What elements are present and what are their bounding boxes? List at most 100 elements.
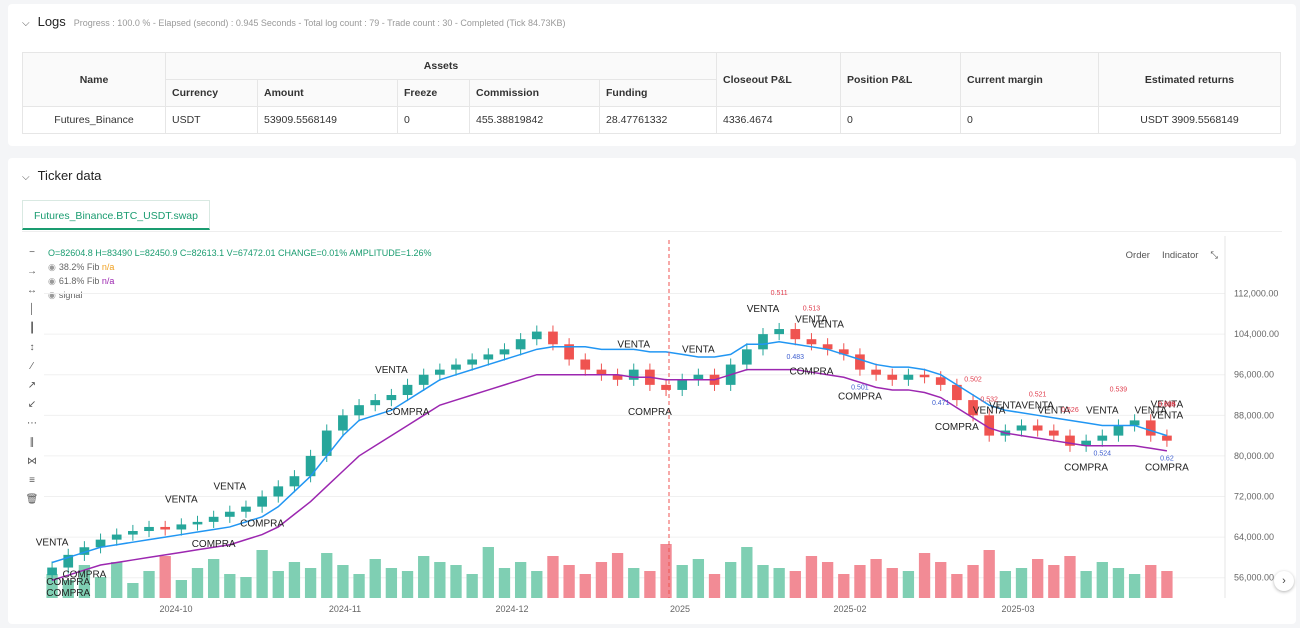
buy-signal-label: COMPRA [62,569,106,580]
candle-body [338,415,348,431]
vertical-arrow-icon[interactable]: ↕ [29,342,35,353]
volume-bar [1032,559,1044,598]
volume-bar [660,544,672,598]
eye-icon[interactable]: ◉ [48,290,56,300]
volume-bar [1128,574,1141,598]
volume-bar [854,565,866,598]
candle-body [838,349,849,355]
eye-icon[interactable]: ◉ [48,276,56,286]
progress-status: Progress : 100.0 % - Elapsed (second) : … [73,18,566,28]
trade-price-mark: 0.511 [771,290,788,297]
candle-body [128,531,138,535]
volume-bar [628,568,640,598]
name-header: Name [22,52,166,107]
ray-line-icon[interactable]: ↗ [27,380,37,391]
candle-body [192,521,203,525]
arrow-line-icon[interactable]: ↔ [27,285,37,296]
vertical-segment-icon[interactable]: ┃ [28,323,36,334]
collapse-caret-icon[interactable]: ⌵ [22,18,30,29]
fullscreen-icon[interactable]: ⤡ [1206,248,1222,263]
eye-icon[interactable]: ◉ [48,262,56,272]
extended-line-icon[interactable]: ↙ [27,399,37,410]
volume-bar [337,565,349,598]
candle-body [370,400,381,406]
volume-bar [240,577,252,598]
buy-signal-label: COMPRA [1064,463,1108,474]
buy-signal-label: COMPRA [628,407,672,418]
horizontal-line-icon[interactable]: − [29,247,35,258]
parallel-channel-icon[interactable]: ∥ [29,437,35,448]
candle-body [1145,420,1156,436]
candle-body [386,395,397,401]
scroll-to-latest-button[interactable]: › [1274,571,1294,591]
candle-body [160,526,171,530]
sell-signal-label: VENTA [795,314,828,325]
volume-bar [159,556,171,598]
volume-bar [418,556,430,598]
legend-fib382[interactable]: ◉ 38.2% Fib n/a [48,260,432,274]
trend-line-icon[interactable]: ∕ [31,361,33,372]
fibonacci-icon[interactable]: ≡ [29,475,35,486]
volume-bar [514,562,527,598]
volume-bar [741,547,753,598]
volume-bar [821,562,834,598]
tab-btc-usdt-swap[interactable]: Futures_Binance.BTC_USDT.swap [22,200,210,230]
candle-body [1113,425,1124,436]
volume-bar [886,568,898,598]
trade-price-mark: 0.502 [964,376,982,383]
y-tick-label: 80,000.00 [1234,451,1274,461]
pitchfork-icon[interactable]: ⋈ [27,456,37,467]
sell-signal-label: VENTA [989,401,1022,412]
candle-body [418,374,429,385]
legend-signal[interactable]: ◉ signal [48,288,432,302]
volume-bar [676,565,688,598]
candle-body [435,369,445,375]
volume-bar [127,583,139,598]
candle-body [596,369,607,375]
candle-body [968,400,978,416]
volume-bar [272,571,284,598]
candle-body [402,384,413,396]
buy-signal-label: COMPRA [192,539,236,550]
horizontal-ray-icon[interactable]: → [27,266,37,277]
y-tick-label: 112,000.00 [1234,289,1278,299]
volume-bar [595,562,608,598]
volume-bar [46,574,58,598]
row-closeout-pnl: 4336.4674 [716,106,841,134]
volume-bar [563,565,575,598]
legend-fib618[interactable]: ◉ 61.8% Fib n/a [48,274,432,288]
trade-price-mark: 0.513 [803,305,821,312]
y-tick-label: 64,000.00 [1234,532,1274,542]
volume-bar [870,559,882,598]
candle-body [144,526,154,532]
trade-price-mark: 0.501 [851,385,869,392]
trade-price-mark: 0.633 [1158,402,1176,409]
candle-body [467,359,478,365]
volume-bar [369,559,381,598]
volume-bar [1064,556,1076,598]
candle-body [176,524,187,530]
y-tick-label: 104,000.00 [1234,329,1279,339]
sell-signal-label: VENTA [36,538,69,549]
trade-price-mark: 0.524 [1094,451,1112,458]
sell-signal-label: VENTA [1151,400,1184,411]
candle-body [305,455,316,477]
ticker-header[interactable]: ⌵ Ticker data [22,168,101,183]
indicator-button[interactable]: Indicator [1157,248,1203,263]
trade-price-mark: 0.62 [1160,456,1174,463]
delete-icon[interactable]: 🗑 [25,494,39,505]
volume-bar [191,568,204,598]
order-button[interactable]: Order [1121,248,1154,263]
volume-bar [288,562,301,598]
logs-header[interactable]: ⌵ Logs Progress : 100.0 % - Elapsed (sec… [22,14,566,29]
vertical-line-icon[interactable]: │ [28,304,36,315]
price-line-icon[interactable]: ⋯ [27,418,37,429]
candle-body [548,331,558,345]
volume-bar [401,571,414,598]
chart-legend: O=82604.8 H=83490 L=82450.9 C=82613.1 V=… [48,246,432,302]
candle-body [887,374,898,380]
collapse-caret-icon[interactable]: ⌵ [22,172,30,183]
volume-bar [224,574,236,598]
row-freeze: 0 [397,106,470,134]
